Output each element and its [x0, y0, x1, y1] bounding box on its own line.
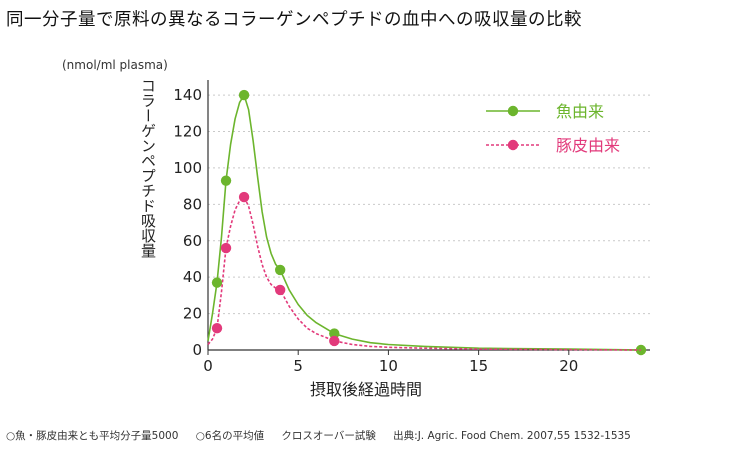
footnote-average: ○6名の平均値	[195, 430, 265, 442]
y-axis-unit: (nmol/ml plasma)	[62, 58, 168, 72]
x-tick-label: 15	[469, 357, 488, 375]
footnote-crossover: クロスオーバー試験	[281, 430, 376, 442]
y-tick-label: 140	[173, 86, 202, 104]
y-tick-label: 80	[183, 195, 202, 213]
data-point-fish	[211, 277, 223, 288]
y-tick-label: 40	[183, 268, 202, 286]
legend-marker-pig	[507, 139, 519, 151]
footnote-molecular-weight: ○魚・豚皮由来とも平均分子量5000	[6, 430, 179, 442]
series-line-pig	[207, 196, 642, 351]
data-point-pig	[329, 335, 340, 347]
data-point-fish	[238, 89, 250, 101]
series-line-fish	[207, 94, 642, 351]
legend-marker-fish	[507, 105, 519, 117]
x-tick-label: 5	[293, 357, 303, 375]
y-axis-label: コラーゲンペプチド吸収量	[139, 78, 157, 258]
y-tick-label: 120	[173, 123, 202, 141]
x-axis-label: 摂取後経過時間	[309, 380, 422, 399]
x-tick-label: 20	[559, 357, 578, 375]
data-point-fish	[274, 264, 286, 276]
data-point-pig	[238, 191, 250, 203]
y-tick-label: 20	[183, 305, 202, 323]
x-tick-label: 10	[379, 357, 398, 375]
legend-label-pig: 豚皮由来	[556, 136, 620, 155]
y-tick-label: 60	[183, 232, 202, 250]
y-tick-label: 0	[192, 341, 202, 359]
data-point-fish	[329, 328, 340, 339]
data-point-pig	[211, 322, 223, 334]
y-tick-label: 100	[173, 159, 202, 177]
footnote: ○魚・豚皮由来とも平均分子量5000 ○6名の平均値 クロスオーバー試験 出典:…	[6, 428, 645, 443]
data-point-pig	[220, 242, 232, 254]
x-tick-label: 0	[203, 357, 213, 375]
data-point-pig	[274, 284, 286, 296]
chart-title: 同一分子量で原料の異なるコラーゲンペプチドの血中への吸収量の比較	[6, 10, 582, 30]
data-point-fish	[220, 175, 232, 186]
legend-label-fish: 魚由来	[556, 102, 604, 121]
footnote-source: 出典:J. Agric. Food Chem. 2007,55 1532-153…	[393, 430, 631, 442]
